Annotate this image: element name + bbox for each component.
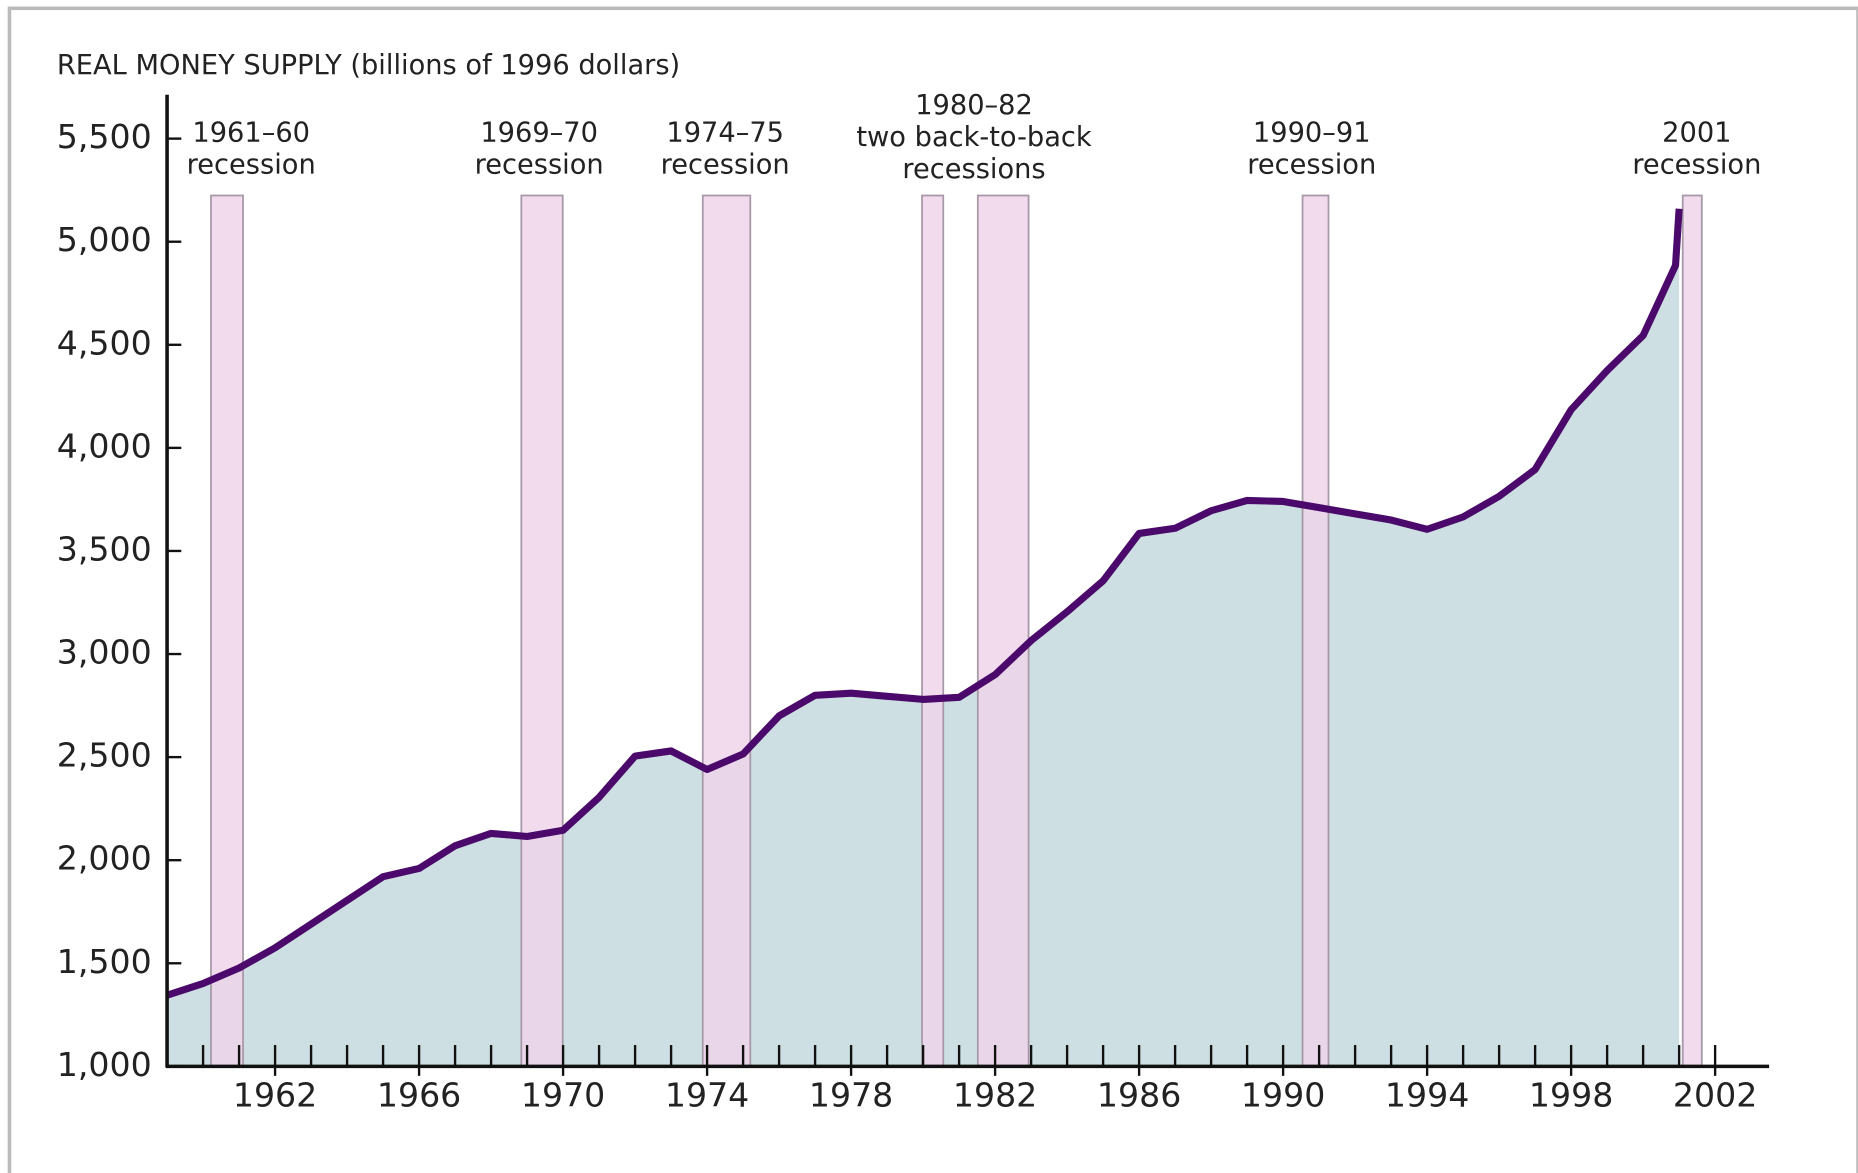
y-tick-label: 1,500	[57, 942, 152, 981]
recession-band	[1681, 194, 1703, 1068]
annotation: 1974–75	[666, 117, 784, 148]
y-tick-label: 5,500	[57, 117, 152, 156]
recession-band	[210, 194, 244, 1068]
annotation: 1980–82	[915, 90, 1033, 121]
x-tick-label: 1962	[233, 1076, 317, 1115]
x-tick-label: 1986	[1097, 1076, 1181, 1115]
recession-band	[701, 194, 752, 1068]
chart-title: REAL MONEY SUPPLY (billions of 1996 doll…	[57, 50, 680, 81]
y-tick-label: 4,000	[57, 426, 152, 465]
annotation: recession	[1632, 149, 1761, 180]
line	[165, 208, 1683, 999]
annotation: recession	[661, 149, 790, 180]
annotation: 1969–70	[480, 117, 598, 148]
x-tick-label: 1998	[1529, 1076, 1613, 1115]
x-tick-label: 1982	[953, 1076, 1037, 1115]
recession-band	[976, 194, 1030, 1068]
y-tick-label: 1,000	[57, 1045, 152, 1084]
annotation: 1961–60	[192, 117, 310, 148]
recession-band	[1301, 194, 1330, 1068]
y-tick-label: 2,500	[57, 736, 152, 775]
annotation: recession	[475, 149, 604, 180]
annotation: two back-to-back	[856, 122, 1092, 153]
recession-band	[921, 194, 945, 1068]
annotation: 1990–91	[1253, 117, 1371, 148]
x-tick-label: 1966	[377, 1076, 461, 1115]
y-tick-label: 4,500	[57, 323, 152, 362]
recession-band	[520, 194, 564, 1068]
x-tick-label: 1990	[1241, 1076, 1325, 1115]
x-tick-label: 1974	[665, 1076, 749, 1115]
annotation: 2001	[1662, 117, 1731, 148]
y-tick-label: 3,500	[57, 529, 152, 568]
annotation: recessions	[902, 154, 1045, 185]
x-tick-label: 1978	[809, 1076, 893, 1115]
x-tick-label: 2002	[1673, 1076, 1757, 1115]
x-tick-label: 1970	[521, 1076, 605, 1115]
y-tick-label: 2,000	[57, 839, 152, 878]
x-tick-label: 1994	[1385, 1076, 1469, 1115]
annotation: recession	[187, 149, 316, 180]
y-tick-label: 5,000	[57, 220, 152, 259]
annotation: recession	[1247, 149, 1376, 180]
y-tick-label: 3,000	[57, 633, 152, 672]
